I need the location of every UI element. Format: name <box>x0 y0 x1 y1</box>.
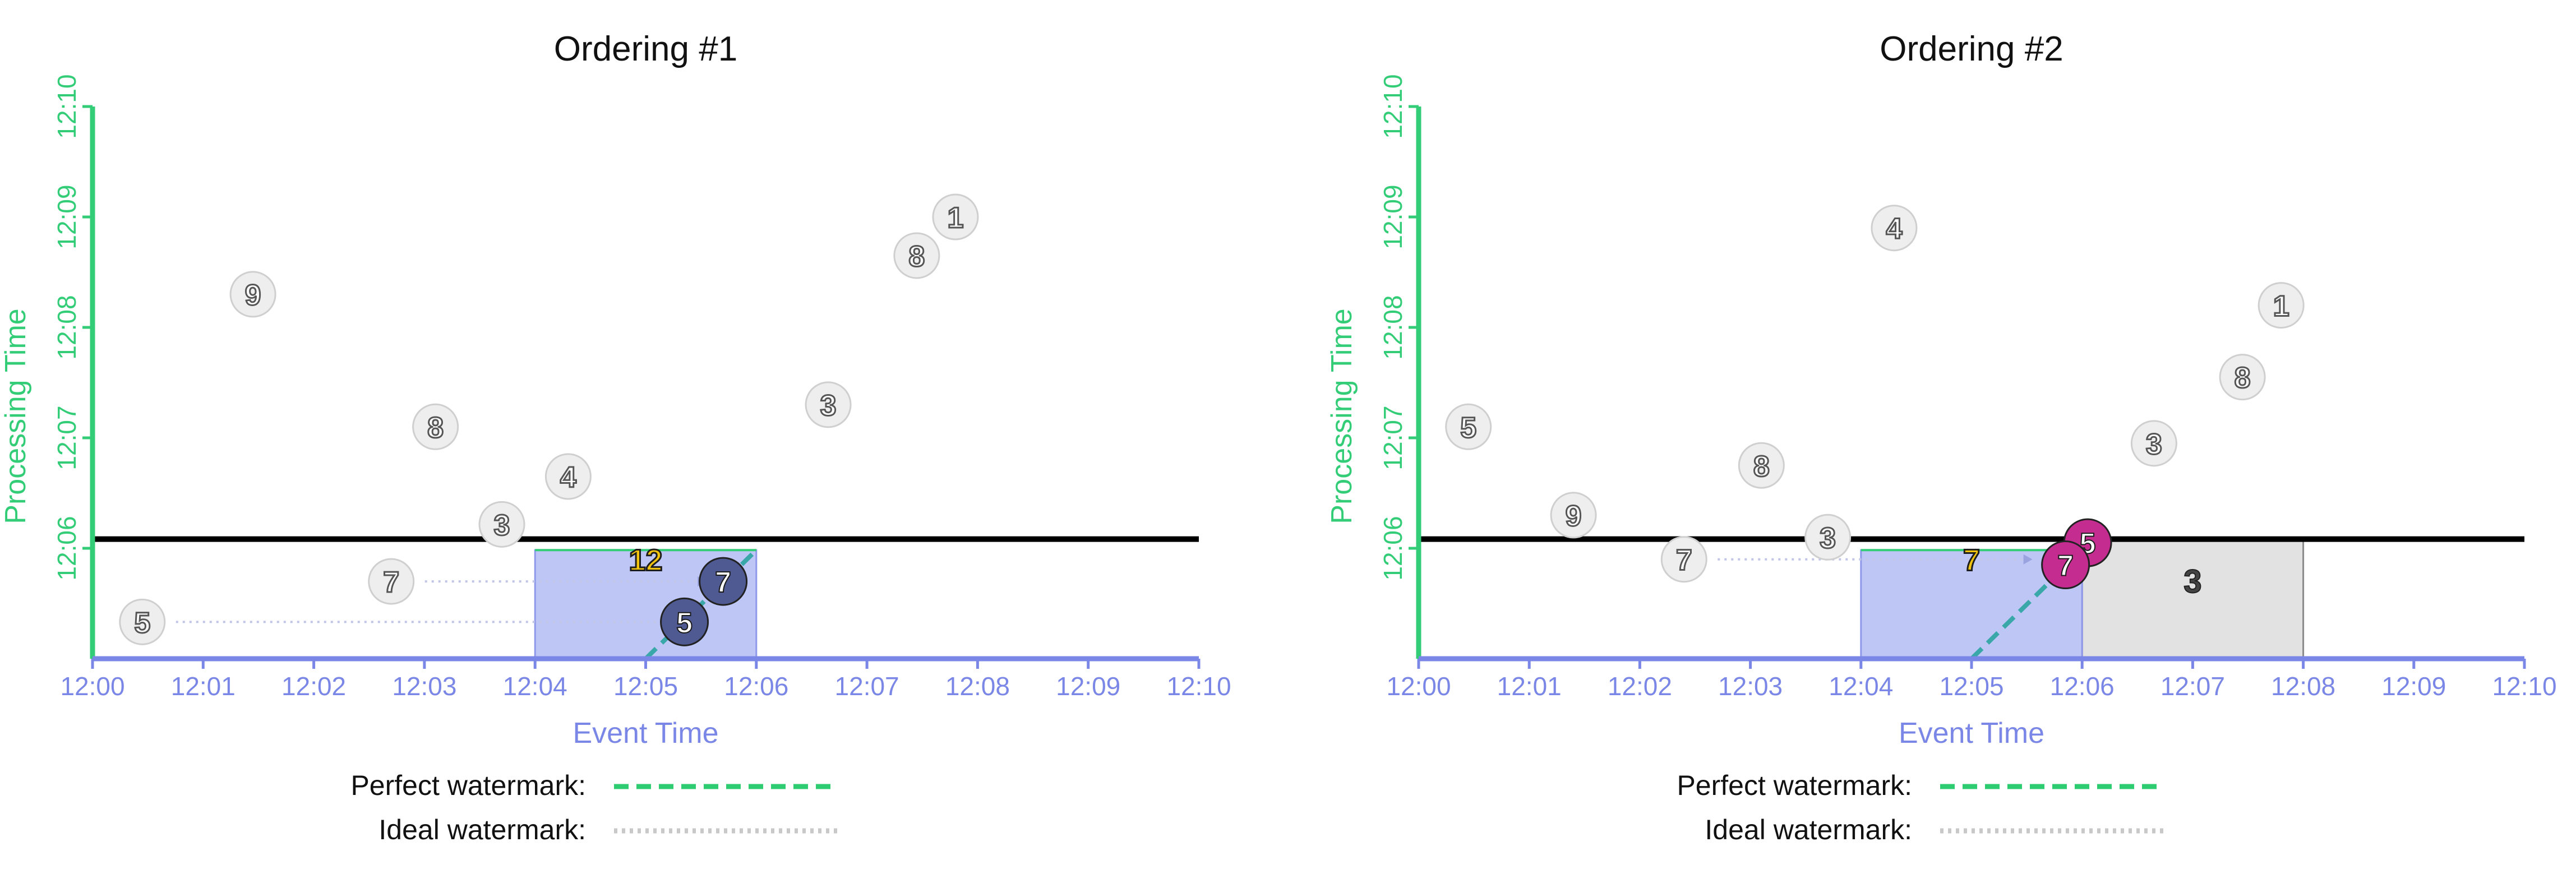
data-point <box>1871 205 1918 252</box>
x-tick-label: 12:08 <box>945 672 1010 701</box>
data-point <box>805 381 852 428</box>
x-axis-label: Event Time <box>573 717 718 750</box>
shaded-window-result: 3 <box>2183 563 2201 600</box>
data-point-label: 7 <box>1676 544 1692 577</box>
highlighted-point <box>699 557 748 606</box>
chart-title: Ordering #2 <box>1880 30 2063 68</box>
x-tick-label: 12:02 <box>281 672 346 701</box>
x-tick-label: 12:01 <box>171 672 236 701</box>
arrow-head <box>2023 554 2033 565</box>
x-tick-label: 12:01 <box>1497 672 1562 701</box>
x-tick-label: 12:07 <box>835 672 899 701</box>
y-tick-label: 12:09 <box>52 184 81 249</box>
x-tick-label: 12:06 <box>724 672 788 701</box>
data-point <box>119 598 166 645</box>
data-point-label: 4 <box>560 461 576 494</box>
highlighted-point <box>660 597 709 646</box>
x-tick-label: 12:09 <box>2381 672 2446 701</box>
data-point-label: 8 <box>908 241 925 273</box>
pane-result: 7 <box>1963 543 1980 577</box>
data-point <box>2219 354 2266 401</box>
data-point <box>368 558 415 605</box>
data-point <box>1660 536 1707 583</box>
x-tick-label: 12:05 <box>1939 672 2003 701</box>
data-point <box>2130 420 2177 467</box>
y-tick-label: 12:10 <box>1378 74 1407 138</box>
data-point <box>893 232 940 279</box>
data-point <box>412 403 459 450</box>
legend-ideal-label: Ideal watermark: <box>378 814 586 845</box>
data-point-label: 3 <box>1820 522 1836 554</box>
data-point <box>1738 442 1785 489</box>
highlighted-point-label: 7 <box>715 566 731 599</box>
data-point <box>2258 282 2305 329</box>
data-point-label: 3 <box>820 390 837 422</box>
data-point-label: 4 <box>1886 213 1902 246</box>
x-tick-label: 12:08 <box>2271 672 2335 701</box>
x-tick-label: 12:09 <box>1056 672 1120 701</box>
pane-result: 12 <box>629 543 662 577</box>
x-tick-label: 12:00 <box>1386 672 1451 701</box>
x-tick-label: 12:10 <box>2492 672 2556 701</box>
data-point-label: 9 <box>245 279 261 312</box>
data-point-label: 9 <box>1566 500 1582 533</box>
x-tick-label: 12:10 <box>1166 672 1231 701</box>
legend-perfect-label: Perfect watermark: <box>1677 770 1912 801</box>
data-point <box>1550 492 1597 539</box>
data-point <box>229 271 276 318</box>
y-tick-label: 12:08 <box>52 295 81 359</box>
x-axis-label: Event Time <box>1899 717 2044 750</box>
data-point-label: 3 <box>494 509 510 542</box>
data-point-label: 8 <box>427 411 444 444</box>
watermark-line <box>1970 548 2084 660</box>
y-tick-label: 12:10 <box>52 74 81 138</box>
data-point-label: 3 <box>2146 428 2162 461</box>
data-point-label: 8 <box>1753 450 1770 483</box>
data-point <box>478 501 525 548</box>
y-tick-label: 12:09 <box>1378 184 1407 249</box>
x-tick-label: 12:04 <box>1829 672 1893 701</box>
x-tick-label: 12:02 <box>1608 672 1672 701</box>
y-axis-label: Processing Time <box>0 308 32 524</box>
data-point-label: 5 <box>1460 411 1476 444</box>
highlighted-point-label: 7 <box>2057 550 2074 582</box>
data-point <box>544 453 592 500</box>
chart-title: Ordering #1 <box>554 30 737 68</box>
y-tick-label: 12:07 <box>1378 405 1407 470</box>
x-tick-label: 12:03 <box>392 672 456 701</box>
y-axis-label: Processing Time <box>1326 308 1358 524</box>
x-tick-label: 12:04 <box>503 672 567 701</box>
data-point <box>1445 403 1492 450</box>
shaded-window <box>2081 538 2305 660</box>
y-tick-label: 12:07 <box>52 405 81 470</box>
data-point-label: 5 <box>134 607 150 639</box>
data-point <box>1804 514 1852 561</box>
x-tick-label: 12:05 <box>613 672 678 701</box>
highlighted-point-label: 5 <box>676 607 693 639</box>
highlighted-point <box>2041 540 2090 590</box>
x-tick-label: 12:00 <box>60 672 124 701</box>
data-point-label: 8 <box>2235 362 2251 395</box>
data-point-label: 7 <box>383 566 399 599</box>
data-point-label: 1 <box>2273 290 2289 323</box>
y-tick-label: 12:06 <box>1378 516 1407 580</box>
data-point <box>932 193 979 241</box>
data-point-label: 1 <box>947 202 963 234</box>
legend-ideal-label: Ideal watermark: <box>1705 814 1912 845</box>
x-tick-label: 12:06 <box>2050 672 2115 701</box>
legend-perfect-label: Perfect watermark: <box>350 770 586 801</box>
y-tick-label: 12:08 <box>1378 295 1407 359</box>
x-tick-label: 12:03 <box>1718 672 1783 701</box>
y-tick-label: 12:06 <box>52 516 81 580</box>
x-tick-label: 12:07 <box>2160 672 2225 701</box>
